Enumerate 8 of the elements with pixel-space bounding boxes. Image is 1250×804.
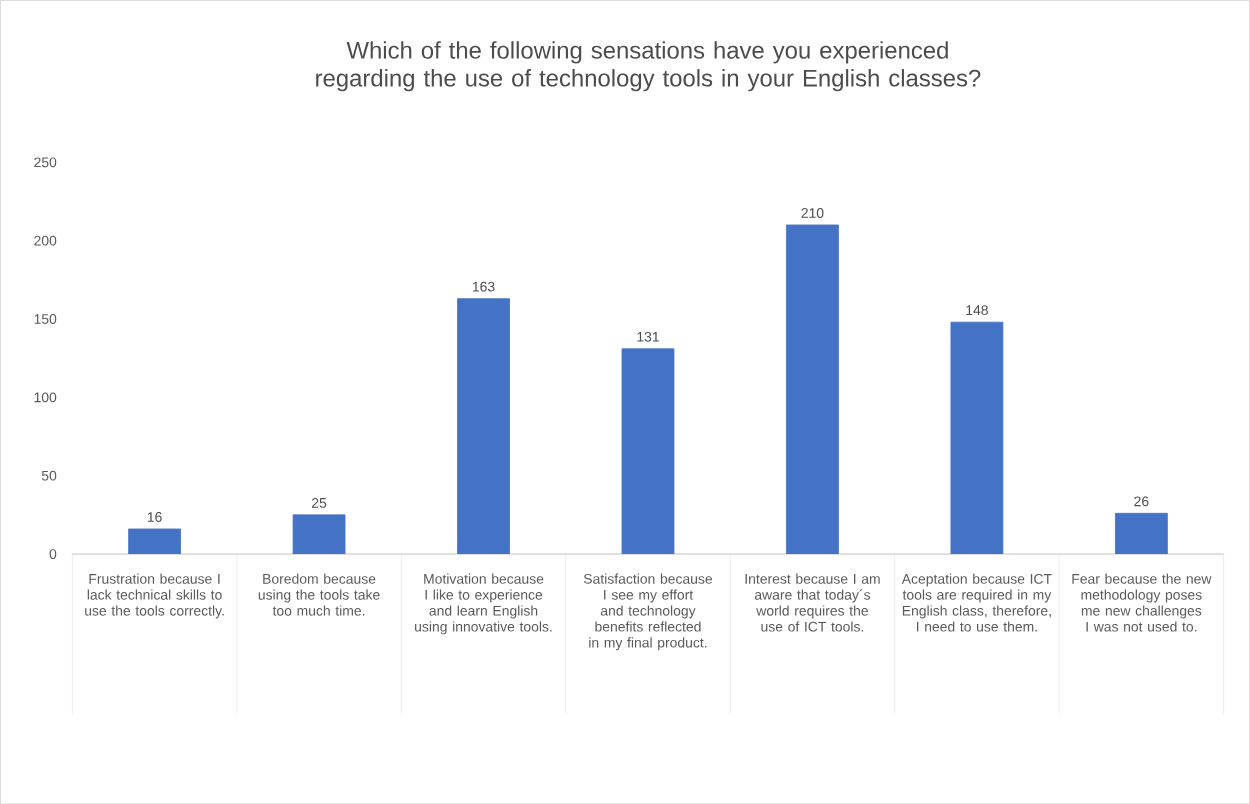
bar — [457, 298, 510, 554]
bar — [950, 321, 1004, 554]
bar — [1114, 512, 1168, 554]
bar — [292, 514, 346, 554]
bar — [128, 528, 181, 554]
chart-title: Which of the following sensations have you experienced regarding the use of technology tools in your English classes? — [316, 41, 981, 92]
bar — [786, 224, 839, 554]
bar — [621, 348, 675, 554]
